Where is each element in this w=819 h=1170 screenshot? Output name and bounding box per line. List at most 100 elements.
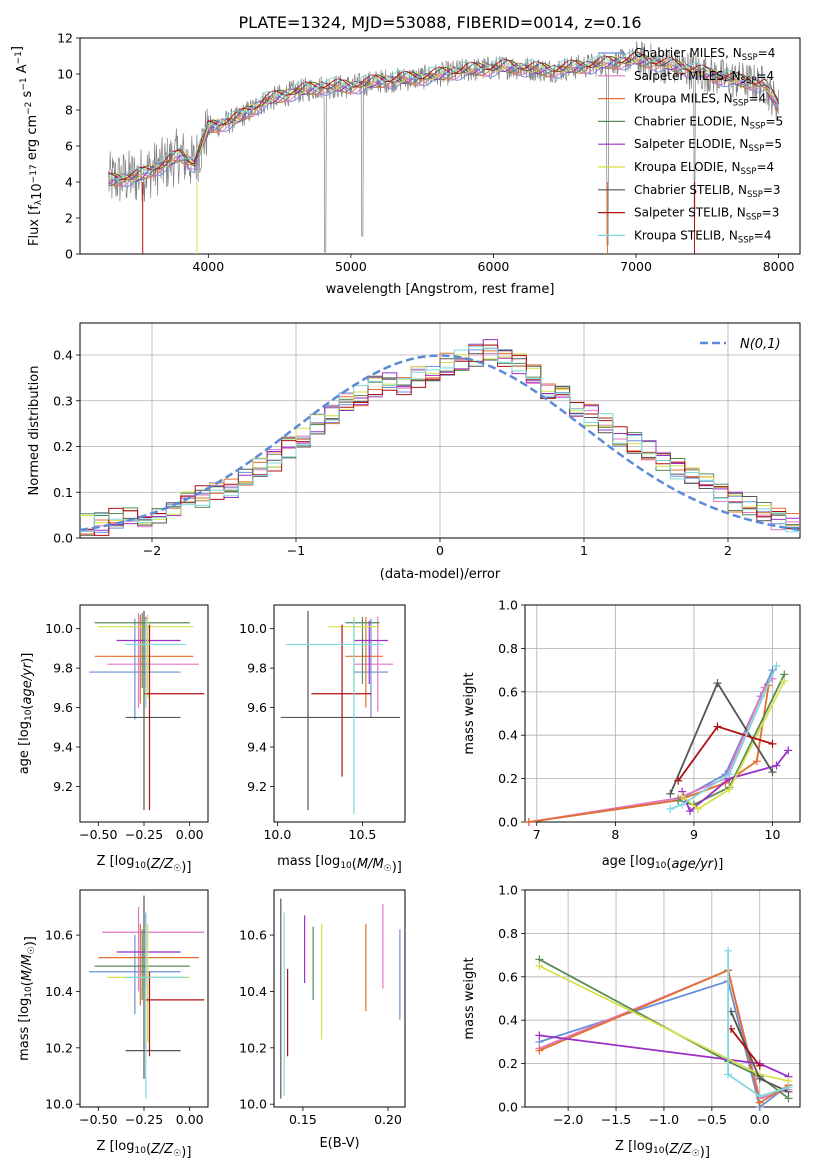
x-tick-label: 9 xyxy=(690,827,698,842)
plus-marker xyxy=(693,804,702,813)
data-point xyxy=(94,612,190,688)
plus-marker xyxy=(674,776,683,785)
y-tick-label: 8 xyxy=(65,103,73,118)
x-tick-label: 0.20 xyxy=(374,1112,402,1127)
y-tick-label: 10.0 xyxy=(45,621,73,636)
y-tick-label: 10.6 xyxy=(239,928,267,943)
plus-marker xyxy=(666,804,675,813)
y-tick-label: 0.0 xyxy=(53,531,73,546)
legend-label: Chabrier ELODIE, NSSP=5 xyxy=(634,114,783,131)
x-tick-label: 8000 xyxy=(763,259,795,274)
x-axis-label: age [log10(age/yr)] xyxy=(602,854,724,872)
y-tick-label: 10.0 xyxy=(239,1097,267,1112)
plus-marker xyxy=(768,739,777,748)
mass-weight-line xyxy=(538,958,790,1100)
x-tick-label: −1.5 xyxy=(601,1112,631,1127)
x-tick-label: 1 xyxy=(580,543,588,558)
x-tick-label: −1.0 xyxy=(649,1112,679,1127)
y-tick-label: 0.4 xyxy=(53,348,73,363)
x-tick-label: 10.0 xyxy=(263,827,291,842)
data-point xyxy=(125,912,187,1099)
x-tick-label: −0.25 xyxy=(125,1112,163,1127)
y-tick-label: 9.2 xyxy=(53,779,73,794)
data-point xyxy=(125,618,187,708)
x-tick-label: 8 xyxy=(611,827,619,842)
plus-marker xyxy=(724,946,733,955)
axes-frame xyxy=(273,604,406,823)
plus-marker xyxy=(724,1070,733,1079)
data-point xyxy=(345,616,383,708)
legend-label: Salpeter ELODIE, NSSP=5 xyxy=(634,137,782,154)
y-tick-label: 0.6 xyxy=(498,969,518,984)
x-tick-label: −0.5 xyxy=(697,1112,727,1127)
y-tick-label: 0.2 xyxy=(498,771,518,786)
legend-label: Chabrier MILES, NSSP=4 xyxy=(634,46,775,63)
data-point xyxy=(145,971,205,1057)
y-tick-label: 10.0 xyxy=(239,621,267,636)
x-tick-label: 0.00 xyxy=(176,827,204,842)
x-axis-label: wavelength [Angstrom, rest frame] xyxy=(326,282,555,297)
mass-weight-line xyxy=(528,685,770,823)
data-point xyxy=(94,929,190,1000)
plus-marker xyxy=(686,807,694,816)
x-axis-label: (data-model)/error xyxy=(380,567,501,582)
plus-marker xyxy=(666,789,675,798)
y-tick-label: 9.8 xyxy=(53,661,73,676)
model-spectrum-line xyxy=(108,55,779,181)
plus-marker xyxy=(752,757,761,766)
y-tick-label: 4 xyxy=(65,175,73,190)
spectrum-axes: 4000 5000 6000 7000 8000 0 2 4 6 8 10 12 Chabrier MI… xyxy=(10,31,801,297)
x-axis-label: Z [log10(Z/Z☉)] xyxy=(97,854,192,875)
y-tick-label: 9.4 xyxy=(53,740,73,755)
y-tick-label: 0.0 xyxy=(498,1100,518,1115)
y-tick-label: 10.2 xyxy=(45,1040,73,1055)
axes-frame xyxy=(524,604,801,823)
x-axis-label: Z [log10(Z/Z☉)] xyxy=(97,1139,192,1160)
y-tick-label: 0.6 xyxy=(498,684,518,699)
legend-label: Chabrier STELIB, NSSP=3 xyxy=(634,183,781,200)
y-axis-label: age [log10(age/yr)] xyxy=(17,653,35,775)
y-tick-label: 9.6 xyxy=(53,700,73,715)
mass-weight-line xyxy=(727,950,789,1098)
y-tick-label: 1.0 xyxy=(498,598,518,613)
data-point xyxy=(116,616,181,688)
model-spectrum-line xyxy=(108,53,779,181)
x-tick-label: −2.0 xyxy=(553,1112,583,1127)
y-tick-label: 10.2 xyxy=(239,1040,267,1055)
x-tick-label: 6000 xyxy=(478,259,510,274)
legend-label: Kroupa ELODIE, NSSP=4 xyxy=(634,160,774,177)
x-tick-label: −1 xyxy=(287,543,305,558)
x-tick-label: 10.5 xyxy=(349,827,377,842)
y-tick-label: 10.6 xyxy=(45,928,73,943)
y-axis-label: mass [log10(M/M☉)] xyxy=(17,936,38,1061)
data-point xyxy=(144,624,205,811)
model-spectrum-line xyxy=(108,51,780,181)
data-point xyxy=(285,618,383,815)
x-tick-label: −0.25 xyxy=(125,827,163,842)
plus-marker xyxy=(784,1083,793,1092)
plus-marker xyxy=(535,1046,544,1055)
data-point xyxy=(107,612,199,708)
mass-weight-line xyxy=(730,1028,761,1067)
data-point xyxy=(101,906,205,992)
plus-marker xyxy=(535,1031,544,1040)
y-tick-label: 0.8 xyxy=(498,926,518,941)
x-tick-label: 4000 xyxy=(192,259,224,274)
axes-frame xyxy=(273,889,406,1108)
y-tick-label: 10.4 xyxy=(239,984,267,999)
legend-label: Salpeter STELIB, NSSP=3 xyxy=(634,206,779,223)
x-axis-label: E(B-V) xyxy=(319,1136,359,1151)
x-tick-label: −0.50 xyxy=(79,1112,117,1127)
x-tick-label: 0.0 xyxy=(750,1112,770,1127)
mass_vs_ebv-axes: 0.15 0.20 10.0 10.2 10.4 10.6 E(B-V) xyxy=(239,889,406,1151)
y-tick-label: 0.4 xyxy=(498,1013,518,1028)
y-tick-label: 0.8 xyxy=(498,641,518,656)
x-tick-label: 2 xyxy=(724,543,732,558)
x-tick-label: −2 xyxy=(143,543,161,558)
y-tick-label: 0.3 xyxy=(53,393,73,408)
histogram-series xyxy=(80,344,800,536)
y-axis-label: Flux [fλ10−17 erg cm−2 s−1 A−1] xyxy=(10,46,45,246)
data-point xyxy=(353,620,388,684)
y-tick-label: 0.1 xyxy=(53,485,73,500)
data-point xyxy=(116,912,181,986)
